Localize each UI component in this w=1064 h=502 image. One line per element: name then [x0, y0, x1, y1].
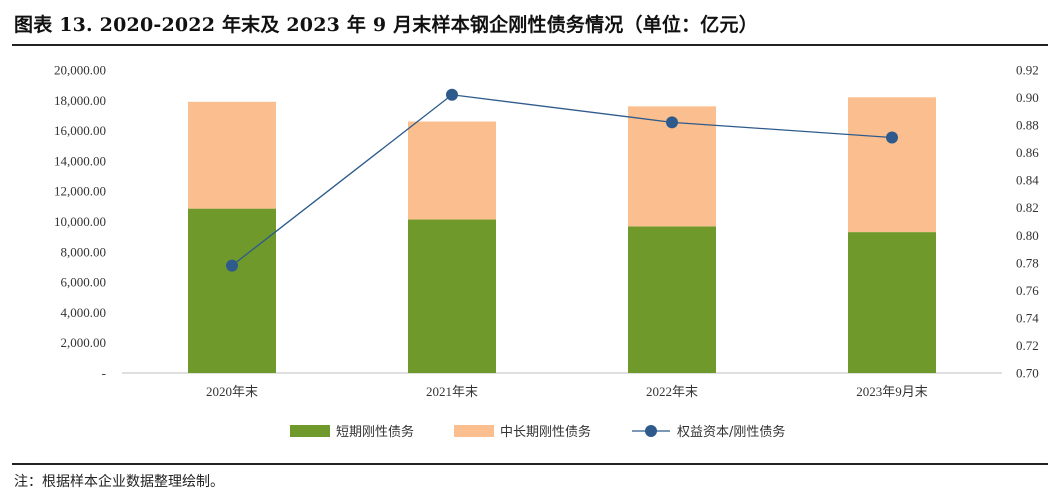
- y-right-tick-label: 0.84: [1016, 173, 1039, 188]
- bars: [188, 97, 936, 373]
- y-left-tick-label: -: [102, 366, 106, 381]
- legend-swatch-long-term: [454, 425, 494, 437]
- y-right-tick-label: 0.76: [1016, 283, 1039, 298]
- bar-short-term: [188, 208, 276, 373]
- note-rule: [12, 463, 1048, 465]
- y-right-tick-label: 0.82: [1016, 200, 1039, 215]
- ratio-line-path: [231, 94, 893, 267]
- legend-marker-ratio: [645, 425, 657, 437]
- y-left-tick-label: 10,000.00: [54, 214, 106, 229]
- x-tick-label: 2021年末: [426, 384, 478, 399]
- legend-swatch-short-term: [290, 425, 330, 437]
- y-left-tick-label: 2,000.00: [61, 335, 107, 350]
- y-right-tick-label: 0.80: [1016, 228, 1039, 243]
- chart-title: 图表 13. 2020-2022 年末及 2023 年 9 月末样本钢企刚性债务…: [14, 14, 758, 36]
- y-right-tick-label: 0.74: [1016, 310, 1039, 325]
- ratio-point: [226, 259, 238, 272]
- y-left-tick-label: 14,000.00: [54, 153, 106, 168]
- y-left-tick-label: 6,000.00: [61, 275, 107, 290]
- bar-long-term: [408, 121, 496, 220]
- bar-long-term: [848, 97, 936, 233]
- y-right-tick-label: 0.72: [1016, 338, 1039, 353]
- y-right-tick-label: 0.86: [1016, 145, 1039, 160]
- legend-label-long-term: 中长期刚性债务: [500, 424, 591, 440]
- bar-short-term: [408, 219, 496, 373]
- y-left-tick-label: 16,000.00: [54, 123, 106, 138]
- ratio-point: [446, 88, 458, 101]
- x-tick-label: 2020年末: [206, 384, 258, 399]
- chart: - 2,000.00 4,000.00 6,000.00 8,000.00 10,000.…: [54, 63, 1039, 441]
- x-tick-label: 2022年末: [646, 384, 698, 399]
- ratio-point: [666, 116, 678, 129]
- legend: 短期刚性债务 中长期刚性债务 权益资本/刚性债务: [290, 424, 785, 440]
- y-left-tick-label: 4,000.00: [61, 305, 107, 320]
- ratio-line: [226, 88, 898, 272]
- footnote: 注：根据样本企业数据整理绘制。: [14, 474, 224, 490]
- bar-short-term: [628, 226, 716, 373]
- y-right-tick-label: 0.92: [1016, 63, 1039, 78]
- y-right-tick-label: 0.70: [1016, 366, 1039, 381]
- y-right-tick-label: 0.78: [1016, 255, 1039, 270]
- x-tick-label: 2023年9月末: [856, 384, 928, 399]
- bar-long-term: [188, 101, 276, 209]
- y-left-tick-label: 18,000.00: [54, 93, 106, 108]
- axes: - 2,000.00 4,000.00 6,000.00 8,000.00 10,000.…: [54, 63, 1039, 400]
- title-rule: [12, 44, 1048, 46]
- legend-label-ratio: 权益资本/刚性债务: [677, 424, 785, 440]
- y-right-tick-label: 0.90: [1016, 90, 1039, 105]
- y-right-tick-label: 0.88: [1016, 118, 1039, 133]
- y-left-tick-label: 12,000.00: [54, 184, 106, 199]
- legend-label-short-term: 短期刚性债务: [336, 424, 414, 440]
- y-left-tick-label: 20,000.00: [54, 63, 106, 78]
- ratio-point: [886, 131, 898, 144]
- y-left-tick-label: 8,000.00: [61, 244, 107, 259]
- bar-short-term: [848, 232, 936, 373]
